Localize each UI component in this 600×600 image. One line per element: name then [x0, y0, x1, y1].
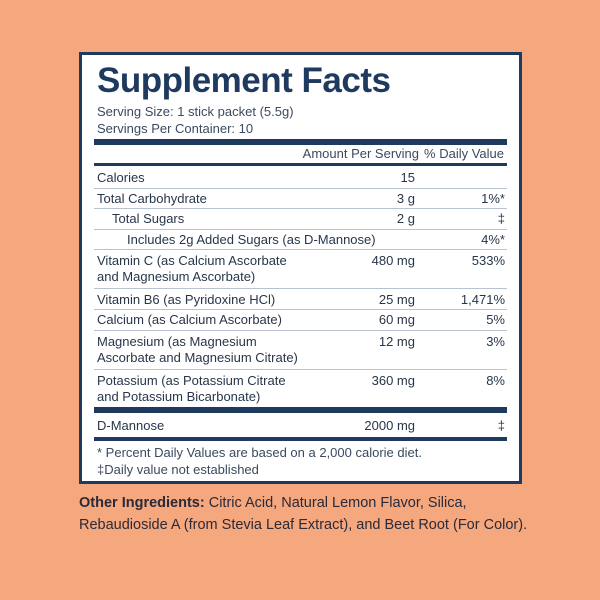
- table-row: Potassium (as Potassium Citrate and Pota…: [94, 370, 507, 406]
- nutrient-amount: 25 mg: [378, 292, 415, 307]
- nutrient-name-line1: Potassium (as Potassium Citrate: [97, 373, 286, 388]
- header-rule: [94, 163, 507, 166]
- header-divider: [94, 139, 507, 145]
- nutrient-dv: 1,471%: [460, 292, 505, 307]
- servings-per-container: Servings Per Container: 10: [97, 121, 254, 136]
- nutrient-name: Vitamin B6 (as Pyridoxine HCl): [97, 292, 276, 307]
- nutrient-dv: 5%: [486, 312, 505, 327]
- nutrient-name-line2: Ascorbate and Magnesium Citrate): [97, 350, 298, 365]
- nutrient-name: Total Sugars: [112, 211, 185, 226]
- nutrient-name-line1: Vitamin C (as Calcium Ascorbate: [97, 253, 287, 268]
- footer-divider: [94, 437, 507, 441]
- section-divider: [94, 407, 507, 413]
- nutrient-dv: 8%: [486, 373, 505, 388]
- nutrient-name: Total Carbohydrate: [97, 191, 207, 206]
- table-row: Includes 2g Added Sugars (as D-Mannose) …: [94, 230, 507, 250]
- nutrient-amount: 2 g: [396, 211, 415, 226]
- supplement-facts-panel: Supplement Facts Serving Size: 1 stick p…: [79, 52, 522, 484]
- nutrient-dv: ‡: [497, 418, 505, 433]
- nutrient-dv: ‡: [497, 211, 505, 226]
- nutrient-amount: 12 mg: [378, 334, 415, 349]
- footnote-dv-not-established: ‡Daily value not established: [97, 462, 259, 477]
- nutrient-amount: 360 mg: [371, 373, 415, 388]
- nutrient-amount: 2000 mg: [364, 418, 415, 433]
- table-row: Magnesium (as Magnesium Ascorbate and Ma…: [94, 331, 507, 370]
- nutrient-dv: 4%*: [481, 232, 505, 247]
- other-ingredients: Other Ingredients: Citric Acid, Natural …: [79, 492, 529, 536]
- nutrient-dv: 533%: [471, 253, 505, 268]
- table-row: Calories 15: [94, 168, 507, 189]
- table-row: Total Sugars 2 g ‡: [94, 209, 507, 230]
- nutrient-dv: 3%: [486, 334, 505, 349]
- nutrient-name: Calcium (as Calcium Ascorbate): [97, 312, 282, 327]
- nutrient-amount: 3 g: [396, 191, 415, 206]
- table-row: Vitamin B6 (as Pyridoxine HCl) 25 mg 1,4…: [94, 289, 507, 310]
- header-amount: Amount Per Serving: [302, 146, 419, 161]
- table-row: D-Mannose 2000 mg ‡: [94, 415, 507, 435]
- table-row: Vitamin C (as Calcium Ascorbate and Magn…: [94, 250, 507, 289]
- nutrient-name: D-Mannose: [97, 418, 165, 433]
- nutrient-name: Calories: [97, 170, 145, 185]
- nutrient-amount: 15: [400, 170, 415, 185]
- table-row: Calcium (as Calcium Ascorbate) 60 mg 5%: [94, 310, 507, 331]
- serving-size: Serving Size: 1 stick packet (5.5g): [97, 104, 294, 119]
- nutrient-amount: 480 mg: [371, 253, 415, 268]
- nutrient-name-line1: Magnesium (as Magnesium: [97, 334, 257, 349]
- other-ingredients-text: Citric Acid, Natural Lemon Flavor, Silic…: [79, 495, 528, 533]
- other-ingredients-label: Other Ingredients:: [79, 495, 205, 511]
- nutrient-name: Includes 2g Added Sugars (as D-Mannose): [127, 232, 376, 247]
- table-row: Total Carbohydrate 3 g 1%*: [94, 189, 507, 209]
- panel-title: Supplement Facts: [97, 61, 391, 100]
- nutrient-amount: 60 mg: [378, 312, 415, 327]
- header-daily-value: % Daily Value: [424, 146, 504, 161]
- footnote-percent-dv: * Percent Daily Values are based on a 2,…: [97, 445, 422, 460]
- nutrient-name-line2: and Magnesium Ascorbate): [97, 269, 256, 284]
- nutrient-name-line2: and Potassium Bicarbonate): [97, 389, 261, 404]
- nutrient-dv: 1%*: [481, 191, 505, 206]
